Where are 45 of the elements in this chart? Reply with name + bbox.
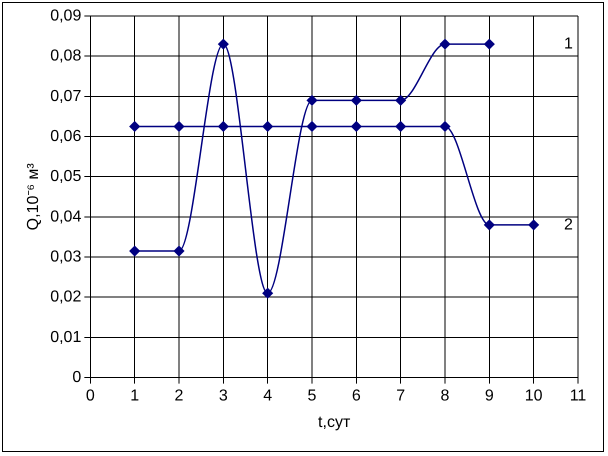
point — [174, 121, 184, 132]
x-tick-label: 6 — [352, 388, 361, 405]
point — [306, 121, 318, 132]
point — [351, 95, 362, 106]
point — [262, 121, 273, 132]
point — [484, 220, 495, 230]
point — [395, 121, 406, 132]
y-tick-label: 0,05 — [50, 168, 82, 186]
point — [306, 95, 318, 106]
text: 1 — [564, 36, 573, 53]
point — [440, 38, 450, 50]
point — [395, 95, 406, 106]
x-tick-label: 3 — [218, 388, 228, 405]
x-tick-label: 9 — [484, 388, 494, 405]
series-label: 2 — [564, 216, 573, 234]
y-tick-label: 0,04 — [50, 208, 82, 226]
x-tick-label: 2 — [174, 388, 184, 405]
x-tick-label: 4 — [263, 388, 272, 405]
point — [528, 220, 539, 230]
point — [174, 246, 184, 256]
point — [262, 288, 273, 298]
y-tick-label: 0,09 — [50, 7, 82, 24]
x-tick-label: 11 — [570, 388, 586, 405]
point — [484, 38, 495, 50]
y-axis-title: Q,10⁻⁶ м³ — [25, 162, 42, 230]
point — [129, 246, 140, 256]
x-tick-label: 0 — [86, 388, 95, 405]
y-tick-label: 0,01 — [50, 328, 82, 346]
y-tick-label: 0 — [72, 369, 82, 386]
point — [440, 121, 450, 132]
x-axis-title: t,сут — [318, 414, 351, 431]
y-tick-label: 0,03 — [50, 248, 82, 266]
point — [129, 121, 140, 132]
x-tick-label: 10 — [524, 388, 543, 405]
y-tick-label: 0,06 — [50, 128, 82, 145]
y-tick-label: 0,08 — [50, 48, 82, 65]
x-tick-label: 8 — [440, 388, 450, 405]
point — [351, 121, 362, 132]
point — [218, 121, 229, 132]
x-tick-label: 7 — [396, 388, 406, 405]
point — [218, 38, 229, 50]
x-tick-label: 1 — [130, 388, 140, 405]
x-tick-label: 5 — [308, 388, 317, 405]
y-tick-label: 0,07 — [50, 88, 82, 105]
y-tick-label: 0,02 — [50, 288, 82, 306]
